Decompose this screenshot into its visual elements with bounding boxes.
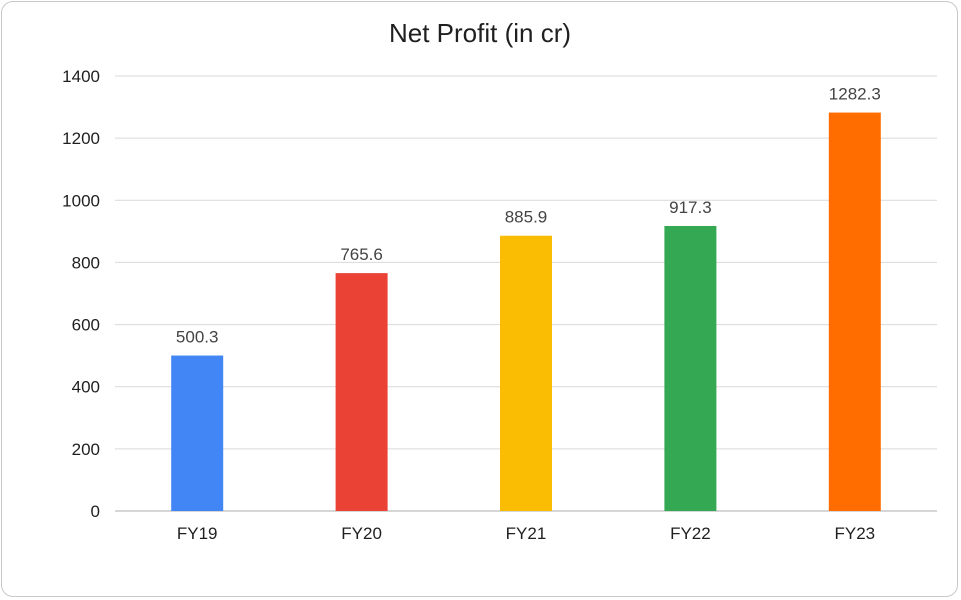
x-tick-label: FY20 bbox=[341, 524, 382, 543]
bar-fy23 bbox=[828, 112, 881, 511]
y-axis-ticks: 0 200 400 600 800 1000 1200 1400 bbox=[62, 67, 100, 521]
data-label-fy23: 1282.3 bbox=[829, 85, 881, 104]
data-label-fy19: 500.3 bbox=[176, 328, 219, 347]
data-labels: 500.3 765.6 885.9 917.3 1282.3 bbox=[176, 85, 881, 347]
bars bbox=[171, 112, 881, 511]
x-tick-label: FY21 bbox=[506, 524, 547, 543]
x-tick-label: FY23 bbox=[834, 524, 875, 543]
bar-fy22 bbox=[664, 225, 717, 511]
bar-fy19 bbox=[171, 355, 224, 511]
bar-fy20 bbox=[335, 273, 388, 511]
y-tick-label: 1400 bbox=[62, 67, 100, 86]
x-tick-label: FY22 bbox=[670, 524, 711, 543]
y-tick-label: 1200 bbox=[62, 129, 100, 148]
data-label-fy20: 765.6 bbox=[340, 245, 383, 264]
y-tick-label: 200 bbox=[72, 440, 100, 459]
y-tick-label: 400 bbox=[72, 378, 100, 397]
data-label-fy21: 885.9 bbox=[505, 208, 548, 227]
chart-title: Net Profit (in cr) bbox=[389, 18, 571, 48]
bar-fy21 bbox=[500, 235, 552, 511]
y-tick-label: 1000 bbox=[62, 191, 100, 210]
y-tick-label: 0 bbox=[91, 502, 100, 521]
x-axis-ticks: FY19 FY20 FY21 FY22 FY23 bbox=[177, 524, 875, 543]
y-tick-label: 600 bbox=[72, 316, 100, 335]
data-label-fy22: 917.3 bbox=[669, 198, 712, 217]
y-tick-label: 800 bbox=[72, 253, 100, 272]
x-tick-label: FY19 bbox=[177, 524, 218, 543]
